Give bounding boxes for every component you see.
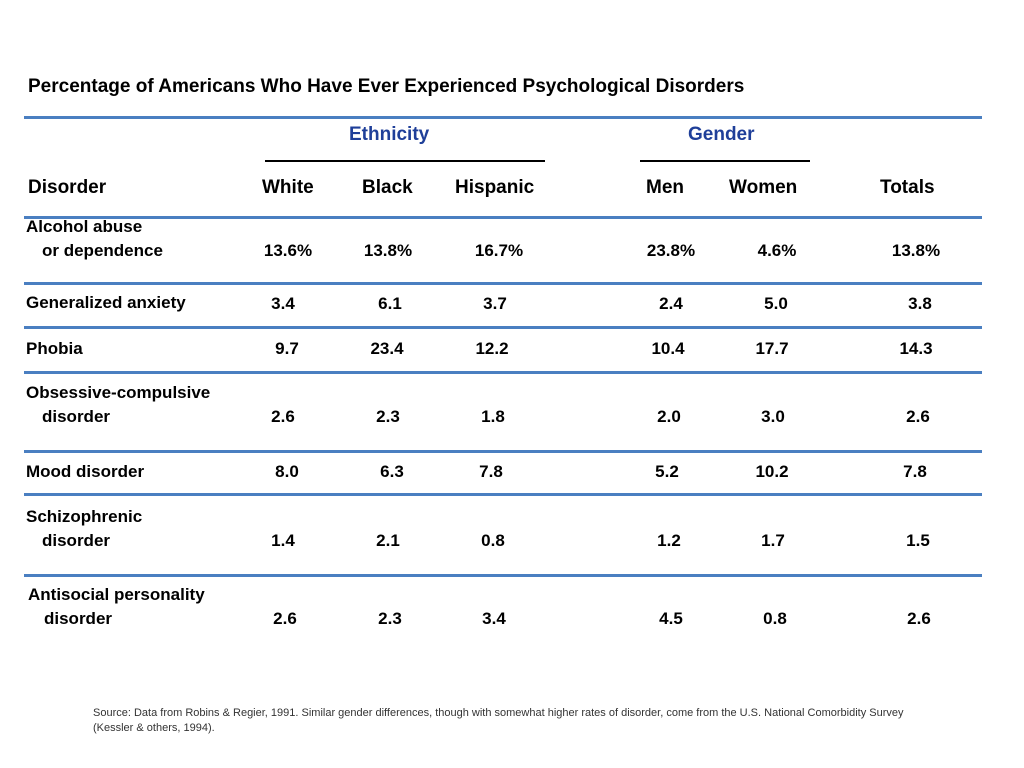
row-divider bbox=[24, 574, 982, 577]
cell-schizo-white: 1.4 bbox=[271, 531, 295, 550]
row-divider bbox=[24, 216, 982, 219]
row-label-mood-disorder: Mood disorder bbox=[26, 460, 144, 484]
cell-anxiety-women: 5.0 bbox=[764, 294, 788, 313]
cell-alcohol-women: 4.6% bbox=[757, 241, 797, 260]
row-label-line1: Generalized anxiety bbox=[26, 293, 186, 312]
row-label-line1: Schizophrenic bbox=[26, 507, 143, 526]
cell-mood-women: 10.2 bbox=[755, 462, 789, 481]
group-heading-ethnicity: Ethnicity bbox=[349, 124, 430, 145]
cell-anxiety-black: 6.1 bbox=[378, 294, 402, 313]
cell-antisocial-hispanic: 3.4 bbox=[482, 609, 506, 628]
cell-phobia-men: 10.4 bbox=[651, 339, 685, 358]
group-heading-gender: Gender bbox=[688, 124, 755, 145]
row-label-line2: disorder bbox=[44, 609, 113, 628]
cell-mood-black: 6.3 bbox=[380, 462, 404, 481]
cell-phobia-hispanic: 12.2 bbox=[475, 339, 509, 358]
column-header-hispanic: Hispanic bbox=[455, 177, 535, 198]
row-label-schizophrenic: Schizophrenic disorder bbox=[26, 505, 142, 553]
cell-phobia-white: 9.7 bbox=[275, 339, 299, 358]
cell-anxiety-white: 3.4 bbox=[271, 294, 295, 313]
cell-antisocial-totals: 2.6 bbox=[907, 609, 931, 628]
top-rule bbox=[24, 116, 982, 119]
cell-phobia-totals: 14.3 bbox=[899, 339, 933, 358]
cell-alcohol-men: 23.8% bbox=[646, 241, 696, 260]
cell-alcohol-totals: 13.8% bbox=[891, 241, 941, 260]
cell-ocd-black: 2.3 bbox=[376, 407, 400, 426]
cell-schizo-men: 1.2 bbox=[657, 531, 681, 550]
row-label-line2: disorder bbox=[42, 531, 111, 550]
source-note: Source: Data from Robins & Regier, 1991.… bbox=[93, 706, 904, 736]
column-header-women: Women bbox=[729, 177, 798, 198]
row-label-alcohol-abuse: Alcohol abuse or dependence bbox=[26, 215, 163, 263]
row-label-phobia: Phobia bbox=[26, 337, 83, 361]
row-label-line2: or dependence bbox=[42, 241, 163, 260]
source-line1: Source: Data from Robins & Regier, 1991.… bbox=[93, 707, 904, 719]
row-divider bbox=[24, 371, 982, 374]
cell-ocd-totals: 2.6 bbox=[906, 407, 930, 426]
column-header-white: White bbox=[262, 177, 314, 198]
row-divider bbox=[24, 326, 982, 329]
cell-anxiety-men: 2.4 bbox=[659, 294, 683, 313]
cell-mood-men: 5.2 bbox=[655, 462, 679, 481]
row-label-line1: Phobia bbox=[26, 339, 83, 358]
group-underline-gender bbox=[640, 160, 810, 162]
cell-anxiety-totals: 3.8 bbox=[908, 294, 932, 313]
row-label-line1: Alcohol abuse bbox=[26, 217, 143, 236]
cell-ocd-hispanic: 1.8 bbox=[481, 407, 505, 426]
cell-ocd-men: 2.0 bbox=[657, 407, 681, 426]
row-label-line1: Mood disorder bbox=[26, 462, 145, 481]
cell-alcohol-white: 13.6% bbox=[263, 241, 313, 260]
cell-schizo-women: 1.7 bbox=[761, 531, 785, 550]
cell-ocd-white: 2.6 bbox=[271, 407, 295, 426]
cell-schizo-black: 2.1 bbox=[376, 531, 400, 550]
cell-antisocial-women: 0.8 bbox=[763, 609, 787, 628]
table-title: Percentage of Americans Who Have Ever Ex… bbox=[28, 76, 745, 97]
cell-schizo-totals: 1.5 bbox=[906, 531, 930, 550]
cell-ocd-women: 3.0 bbox=[761, 407, 785, 426]
cell-antisocial-black: 2.3 bbox=[378, 609, 402, 628]
cell-antisocial-men: 4.5 bbox=[659, 609, 683, 628]
row-label-line1: Antisocial personality bbox=[28, 585, 205, 604]
cell-alcohol-hispanic: 16.7% bbox=[474, 241, 524, 260]
cell-mood-hispanic: 7.8 bbox=[479, 462, 503, 481]
row-label-line1: Obsessive-compulsive bbox=[26, 383, 211, 402]
cell-alcohol-black: 13.8% bbox=[363, 241, 413, 260]
row-label-generalized-anxiety: Generalized anxiety bbox=[26, 291, 186, 315]
row-divider bbox=[24, 450, 982, 453]
cell-schizo-hispanic: 0.8 bbox=[481, 531, 505, 550]
column-header-black: Black bbox=[362, 177, 413, 198]
row-label-line2: disorder bbox=[42, 407, 111, 426]
cell-phobia-women: 17.7 bbox=[755, 339, 789, 358]
row-divider bbox=[24, 493, 982, 496]
cell-mood-white: 8.0 bbox=[275, 462, 299, 481]
row-divider bbox=[24, 282, 982, 285]
column-header-totals: Totals bbox=[880, 177, 935, 198]
cell-mood-totals: 7.8 bbox=[903, 462, 927, 481]
source-line2: (Kessler & others, 1994). bbox=[93, 722, 215, 734]
column-header-disorder: Disorder bbox=[28, 177, 107, 198]
row-label-antisocial-personality: Antisocial personality disorder bbox=[28, 583, 205, 631]
cell-antisocial-white: 2.6 bbox=[273, 609, 297, 628]
row-label-obsessive-compulsive: Obsessive-compulsive disorder bbox=[26, 381, 210, 429]
group-underline-ethnicity bbox=[265, 160, 545, 162]
cell-phobia-black: 23.4 bbox=[370, 339, 404, 358]
cell-anxiety-hispanic: 3.7 bbox=[483, 294, 507, 313]
column-header-men: Men bbox=[646, 177, 684, 198]
